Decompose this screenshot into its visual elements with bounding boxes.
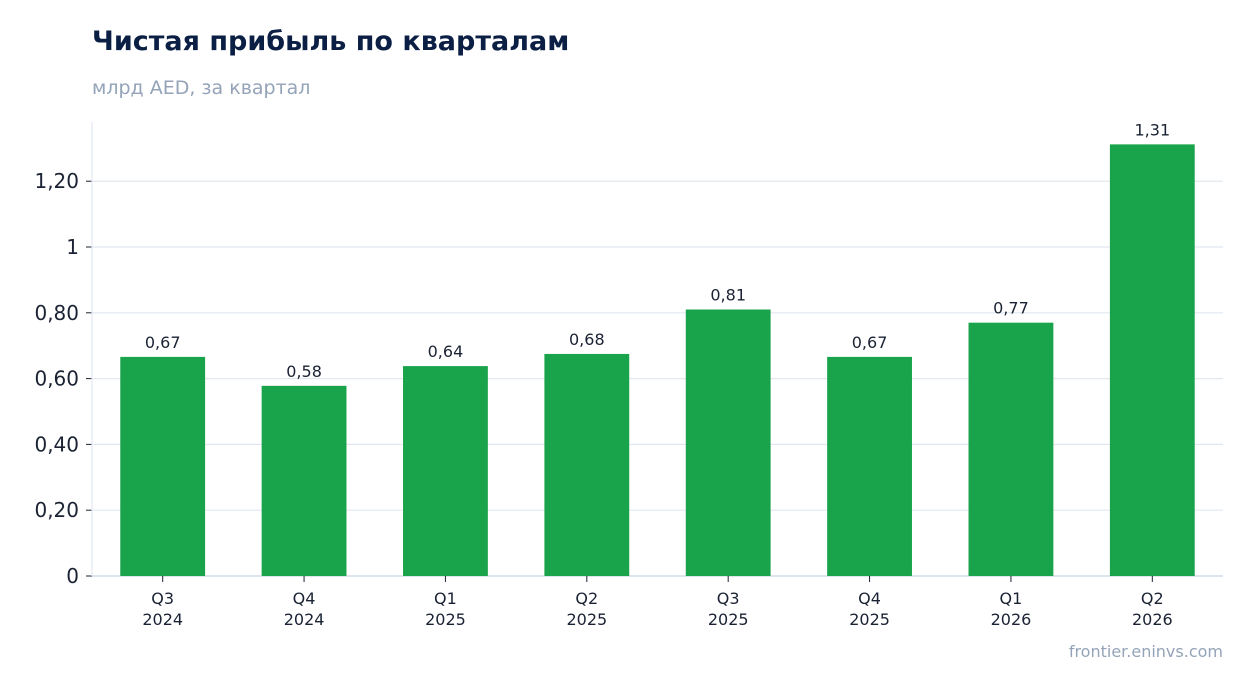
bar-value-label: 0,77 <box>993 299 1029 318</box>
x-tick-label-year: 2025 <box>425 610 466 629</box>
y-tick-label: 1,20 <box>34 169 79 193</box>
bar <box>968 322 1054 576</box>
y-tick-label: 0,40 <box>34 432 79 456</box>
x-tick-label-quarter: Q1 <box>1000 589 1023 608</box>
bar <box>120 356 206 576</box>
chart-title: Чистая прибыль по кварталам <box>92 26 570 57</box>
bar-value-label: 0,67 <box>145 333 181 352</box>
x-tick-label-year: 2024 <box>284 610 325 629</box>
x-tick-label-quarter: Q4 <box>858 589 881 608</box>
y-tick-label: 1 <box>66 235 79 259</box>
bar <box>685 309 771 576</box>
x-tick-label-quarter: Q2 <box>1141 589 1164 608</box>
y-tick-label: 0,80 <box>34 301 79 325</box>
x-tick-label-year: 2025 <box>849 610 890 629</box>
labels: 0,67 0,58 0,64 0,68 0,81 0,67 0,77 1,31 <box>145 120 1170 380</box>
x-tick-label-quarter: Q4 <box>293 589 316 608</box>
x-tick-label-year: 2025 <box>566 610 607 629</box>
bar-value-label: 0,68 <box>569 330 605 349</box>
bar <box>261 385 347 576</box>
x-tick-label-quarter: Q1 <box>434 589 457 608</box>
source-credit: frontier.eninvs.com <box>1068 642 1223 661</box>
chart-subtitle: млрд AED, за квартал <box>92 77 311 99</box>
bars <box>120 144 1195 576</box>
x-tick-label-year: 2026 <box>1132 610 1173 629</box>
x-tick-label-quarter: Q2 <box>575 589 598 608</box>
x-tick-label-year: 2024 <box>142 610 183 629</box>
bar <box>403 366 488 576</box>
y-tick-label: 0,20 <box>34 498 79 522</box>
y-tick-label: 0,60 <box>34 367 79 391</box>
y-tick-label: 0 <box>66 564 79 588</box>
x-tick-label-year: 2025 <box>708 610 749 629</box>
x-tick-label-year: 2026 <box>991 610 1032 629</box>
bar <box>827 356 912 576</box>
bar-value-label: 0,64 <box>428 342 464 361</box>
bar-value-label: 0,58 <box>286 362 322 381</box>
bar <box>1109 144 1195 576</box>
bar <box>544 353 630 576</box>
x-tick-label-quarter: Q3 <box>151 589 174 608</box>
bar-value-label: 0,67 <box>852 333 888 352</box>
bar-value-label: 0,81 <box>710 286 746 305</box>
x-tick-label-quarter: Q3 <box>717 589 740 608</box>
bar-value-label: 1,31 <box>1135 120 1171 139</box>
